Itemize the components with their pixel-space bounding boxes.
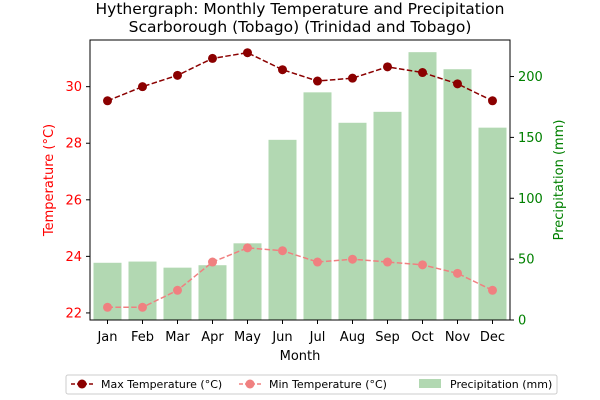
max-temp-point-mar — [173, 70, 182, 80]
x-tick-label-oct: Oct — [411, 330, 433, 345]
legend-precip-swatch-icon — [419, 379, 441, 388]
min-temp-point-feb — [138, 302, 147, 312]
x-tick-label-jan: Jan — [96, 330, 117, 345]
precipitation-bar-nov — [443, 69, 472, 320]
right-y-tick-label: 50 — [518, 253, 535, 268]
min-temp-line — [107, 247, 493, 309]
temperature-lines — [103, 48, 497, 312]
right-y-tick-label: 100 — [518, 192, 543, 207]
x-tick-label-jun: Jun — [271, 330, 292, 345]
precipitation-bar-jun — [268, 139, 297, 320]
precipitation-bar-jul — [303, 92, 332, 320]
left-y-axis-label: Temperature (°C) — [42, 124, 57, 237]
right-y-tick-label: 0 — [518, 314, 526, 329]
max-temp-point-jul — [313, 76, 322, 86]
x-tick-label-dec: Dec — [480, 330, 505, 345]
min-temp-point-dec — [488, 285, 497, 295]
precipitation-bars — [93, 52, 507, 321]
right-y-tick-label: 150 — [518, 131, 543, 146]
max-temp-point-feb — [138, 82, 147, 92]
precipitation-bar-may — [233, 243, 262, 320]
min-temp-point-jul — [313, 257, 322, 267]
legend-precip-label: Precipitation (mm) — [450, 378, 552, 391]
max-temp-line — [107, 51, 493, 102]
max-temp-point-aug — [348, 73, 357, 83]
legend: Max Temperature (°C) Min Temperature (°C… — [65, 374, 558, 395]
precipitation-bar-apr — [198, 265, 227, 320]
chart-title: Hythergraph: Monthly Temperature and Pre… — [96, 0, 505, 36]
legend-max-temp-marker-icon — [77, 379, 87, 389]
x-tick-label-may: May — [234, 330, 261, 345]
x-tick-label-nov: Nov — [445, 330, 471, 345]
legend-max-temp-label: Max Temperature (°C) — [101, 378, 222, 391]
max-temp-point-nov — [453, 79, 462, 89]
min-temp-point-oct — [418, 260, 427, 270]
min-temp-point-jun — [278, 246, 287, 256]
left-y-tick-label: 24 — [65, 250, 82, 265]
min-temp-point-aug — [348, 254, 357, 264]
chart-title-line-2: Scarborough (Tobago) (Trinidad and Tobag… — [129, 18, 472, 36]
x-tick-label-feb: Feb — [131, 330, 154, 345]
axes: Jan Feb Mar Apr May Jun Jul Aug Sep Oct Nov Dec 22 24… — [65, 39, 543, 345]
min-temp-point-jan — [103, 302, 112, 312]
max-temp-point-apr — [208, 53, 217, 63]
x-tick-label-apr: Apr — [201, 330, 224, 345]
x-tick-label-aug: Aug — [340, 330, 365, 345]
min-temp-point-may — [243, 243, 252, 253]
left-y-tick-label: 26 — [65, 193, 82, 208]
left-y-tick-label: 28 — [65, 137, 82, 152]
x-tick-label-jul: Jul — [309, 330, 326, 345]
min-temp-point-sep — [383, 257, 392, 267]
left-y-tick-label: 22 — [65, 306, 82, 321]
precipitation-bar-sep — [373, 111, 402, 321]
min-temp-point-mar — [173, 285, 182, 295]
legend-min-temp-marker-icon — [245, 379, 255, 389]
right-y-tick-label: 200 — [518, 70, 543, 85]
max-temp-point-jan — [103, 96, 112, 106]
max-temp-point-jun — [278, 65, 287, 75]
min-temp-point-apr — [208, 257, 217, 267]
max-temp-point-sep — [383, 62, 392, 72]
max-temp-point-dec — [488, 96, 497, 106]
left-y-tick-label: 30 — [65, 80, 82, 95]
chart-title-line-1: Hythergraph: Monthly Temperature and Pre… — [96, 0, 505, 18]
max-temp-point-may — [243, 48, 252, 58]
x-axis-label: Month — [280, 349, 321, 364]
precipitation-bar-aug — [338, 122, 367, 320]
legend-min-temp-label: Min Temperature (°C) — [269, 378, 387, 391]
x-tick-label-mar: Mar — [165, 330, 190, 345]
max-temp-point-oct — [418, 68, 427, 78]
x-tick-label-sep: Sep — [375, 330, 400, 345]
plot-frame — [89, 39, 511, 321]
min-temp-point-nov — [453, 268, 462, 278]
right-y-axis-label: Precipitation (mm) — [552, 120, 567, 241]
precipitation-bar-oct — [408, 52, 437, 320]
